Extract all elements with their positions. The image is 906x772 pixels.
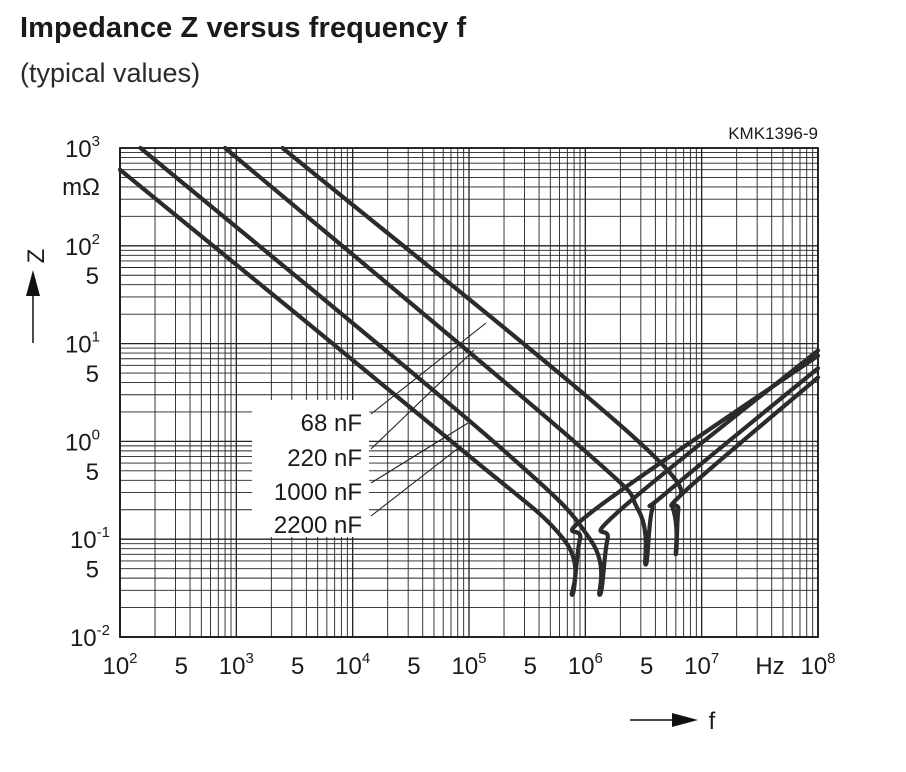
- axis-labels: 102 5 103 5 104 5 105 5 106 5 107 108Hz103102510151…: [23, 133, 836, 735]
- y-axis-arrow-head: [26, 270, 40, 296]
- legend-background: [252, 400, 369, 537]
- y-axis-unit: mΩ: [62, 174, 100, 201]
- legend-leader-1: [370, 322, 487, 415]
- y-tick-label: 10-1: [70, 524, 110, 554]
- x-tick-label: 106: [568, 650, 603, 680]
- y-tick-label: 5: [86, 459, 99, 486]
- series-line-3: [138, 145, 821, 597]
- y-tick-label: 5: [86, 361, 99, 388]
- y-tick-label: 100: [65, 426, 100, 456]
- legend-label-3: 1000 nF: [274, 479, 362, 506]
- x-tick-label: 108: [800, 650, 835, 680]
- legend: 68 nF 220 nF 1000 nF 2200 nF: [252, 322, 487, 539]
- reference-code: KMK1396-9: [728, 124, 818, 143]
- x-tick-label: 5: [640, 653, 653, 680]
- grid: [119, 148, 818, 638]
- y-tick-label: 5: [86, 557, 99, 584]
- series-line-2: [223, 145, 821, 567]
- legend-leader-2: [370, 349, 475, 450]
- x-tick-label: 5: [524, 653, 537, 680]
- chart-subtitle: (typical values): [20, 58, 201, 88]
- x-tick-label: 5: [291, 653, 304, 680]
- y-tick-label: 103: [65, 133, 100, 163]
- chart-title: Impedance Z versus frequency f: [20, 12, 467, 44]
- x-axis-unit: Hz: [755, 653, 784, 680]
- x-tick-label: 5: [407, 653, 420, 680]
- x-tick-label: 104: [335, 650, 370, 680]
- legend-label-4: 2200 nF: [274, 512, 362, 539]
- x-tick-label: 107: [684, 650, 719, 680]
- series-line-4: [117, 167, 821, 597]
- y-axis-label: Z: [23, 249, 50, 264]
- plot-frame: KMK1396-9: [119, 124, 819, 638]
- x-tick-label: 5: [175, 653, 188, 680]
- series-line-1: [280, 145, 821, 557]
- y-tick-label: 101: [65, 329, 100, 359]
- legend-label-1: 68 nF: [301, 410, 362, 437]
- y-tick-label: 5: [86, 263, 99, 290]
- legend-label-2: 220 nF: [287, 445, 362, 472]
- x-axis-arrow-head: [672, 713, 698, 727]
- plot-border: [119, 147, 819, 638]
- series-group: [117, 145, 821, 597]
- legend-leader-4: [370, 445, 462, 517]
- y-tick-label: 10-2: [70, 622, 110, 652]
- legend-leader-3: [370, 422, 469, 484]
- x-tick-label: 105: [451, 650, 486, 680]
- x-tick-label: 102: [102, 650, 137, 680]
- x-axis-label: f: [709, 708, 716, 735]
- x-tick-label: 103: [219, 650, 254, 680]
- y-tick-label: 102: [65, 231, 100, 261]
